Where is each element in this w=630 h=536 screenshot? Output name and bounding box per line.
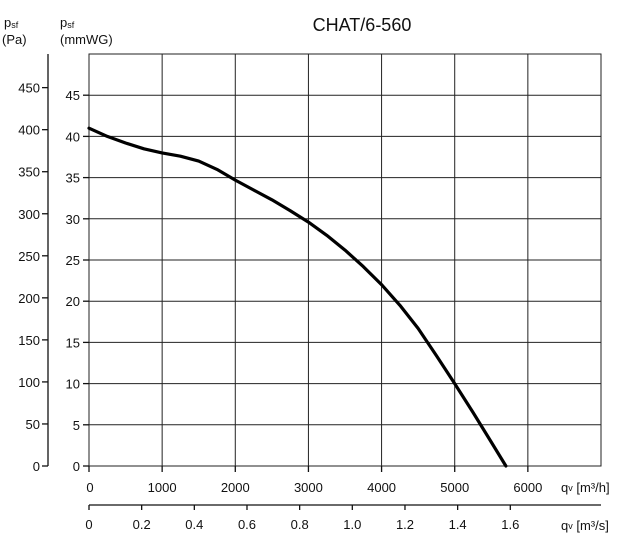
- x-bottom-label-sub: v: [568, 521, 573, 531]
- y-right-tick-label: 10: [66, 377, 80, 392]
- y-left-tick-label: 0: [33, 459, 40, 474]
- y-left-tick-label: 300: [18, 207, 40, 222]
- y-right-tick-label: 30: [66, 212, 80, 227]
- x-bottom-tick-label: 0: [85, 517, 92, 532]
- x-top-tick-label: 1000: [148, 480, 177, 495]
- x-bottom-tick-label: 0.4: [185, 517, 203, 532]
- y-left-tick-label: 400: [18, 123, 40, 138]
- x-top-label-main: q: [561, 480, 568, 495]
- x-top-axis-label: qv [m³/h]: [561, 480, 610, 495]
- y-right-tick-label: 15: [66, 335, 80, 350]
- x-top-label-unit: [m³/h]: [573, 480, 610, 495]
- y-right-label-sub: sf: [67, 20, 75, 30]
- x-top-tick-label: 6000: [513, 480, 542, 495]
- y-right-tick-label: 25: [66, 253, 80, 268]
- y-right-axis-label: psf: [60, 15, 75, 30]
- x-bottom-tick-label: 0.6: [238, 517, 256, 532]
- y-right-tick-label: 45: [66, 88, 80, 103]
- chart-title: CHAT/6-560: [313, 15, 412, 35]
- y-right-axis-unit: (mmWG): [60, 32, 113, 47]
- x-bottom-axis-label: qv [m³/s]: [561, 518, 609, 533]
- y-right-tick-label: 20: [66, 294, 80, 309]
- x-top-tick-label: 0: [86, 480, 93, 495]
- fan-pressure-curve: [87, 126, 508, 468]
- x-bottom-label-unit: [m³/s]: [573, 518, 609, 533]
- x-top-tick-label: 3000: [294, 480, 323, 495]
- y-left-label-sub: sf: [11, 20, 19, 30]
- y-right-label-main: p: [60, 15, 67, 30]
- x-top-label-sub: v: [568, 483, 573, 493]
- y-left-tick-label: 200: [18, 291, 40, 306]
- y-left-tick-label: 250: [18, 249, 40, 264]
- y-left-tick-label: 150: [18, 333, 40, 348]
- y-left-tick-label: 450: [18, 81, 40, 96]
- y-right-tick-label: 0: [73, 459, 80, 474]
- x-top-tick-label: 4000: [367, 480, 396, 495]
- y-right-tick-label: 35: [66, 171, 80, 186]
- x-top-tick-label: 5000: [440, 480, 469, 495]
- y-left-axis-unit: (Pa): [2, 32, 27, 47]
- x-bottom-tick-label: 1.6: [501, 517, 519, 532]
- x-top-tick-label: 2000: [221, 480, 250, 495]
- y-left-tick-label: 350: [18, 165, 40, 180]
- y-left-label-main: p: [4, 15, 11, 30]
- y-left-tick-label: 50: [26, 417, 40, 432]
- plot-layer: 0501001502002503003504004500510152025303…: [18, 53, 602, 532]
- y-right-tick-label: 5: [73, 418, 80, 433]
- x-bottom-label-main: q: [561, 518, 568, 533]
- y-right-tick-label: 40: [66, 129, 80, 144]
- x-bottom-tick-label: 1.0: [343, 517, 361, 532]
- x-bottom-tick-label: 1.2: [396, 517, 414, 532]
- x-bottom-tick-label: 1.4: [449, 517, 467, 532]
- x-bottom-tick-label: 0.2: [133, 517, 151, 532]
- y-left-axis-label: psf: [4, 15, 19, 30]
- y-left-tick-label: 100: [18, 375, 40, 390]
- x-bottom-tick-label: 0.8: [291, 517, 309, 532]
